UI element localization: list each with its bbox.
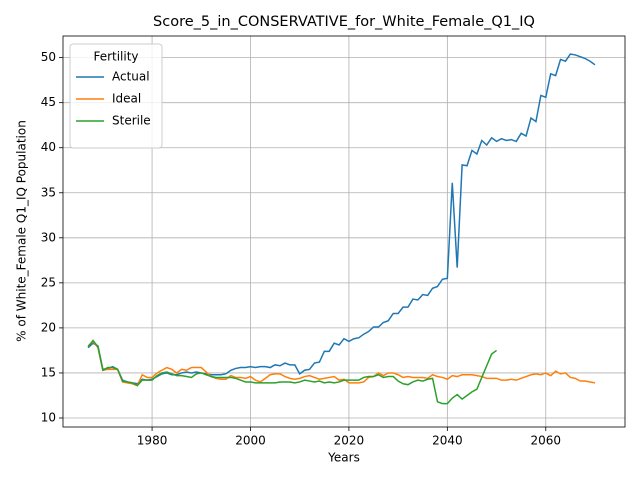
x-tick-label: 1980 (137, 434, 168, 448)
y-tick-label: 45 (41, 95, 56, 109)
x-tick-label: 2000 (235, 434, 266, 448)
y-axis-label: % of White_Female Q1_IQ Population (15, 120, 29, 342)
x-tick-label: 2020 (334, 434, 365, 448)
y-tick-label: 15 (41, 365, 56, 379)
x-tick-label: 2060 (530, 434, 561, 448)
y-tick-label: 40 (41, 140, 56, 154)
legend-box (69, 43, 163, 149)
y-tick-label: 35 (41, 185, 56, 199)
y-tick-label: 50 (41, 50, 56, 64)
legend-title: Fertility (93, 50, 138, 64)
y-tick-label: 20 (41, 320, 56, 334)
chart-title: Score_5_in_CONSERVATIVE_for_White_Female… (153, 14, 535, 30)
lines (87, 53, 596, 405)
x-tick-label: 2040 (432, 434, 463, 448)
y-tick-label: 25 (41, 275, 56, 289)
legend-label: Actual (112, 70, 150, 84)
y-tick-label: 10 (41, 410, 56, 424)
series-line (87, 339, 498, 405)
y-tick-label: 30 (41, 230, 56, 244)
legend-label: Sterile (112, 114, 151, 128)
x-axis-label: Years (327, 451, 360, 465)
legend: Fertility Actual Ideal Sterile (69, 43, 163, 149)
series-line (87, 340, 596, 387)
grid (63, 36, 625, 427)
plot-frame (62, 35, 626, 428)
legend-label: Ideal (112, 92, 141, 106)
